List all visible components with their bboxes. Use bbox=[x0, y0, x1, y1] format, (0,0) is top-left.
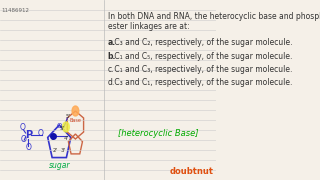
Text: 3': 3' bbox=[61, 147, 66, 152]
Text: O: O bbox=[19, 123, 25, 132]
Text: 5': 5' bbox=[60, 127, 64, 132]
Text: O: O bbox=[20, 136, 27, 145]
Text: sugar: sugar bbox=[49, 161, 70, 170]
Text: O: O bbox=[57, 123, 62, 129]
Circle shape bbox=[63, 122, 69, 132]
Text: C₁ and C₅, respectively, of the sugar molecule.: C₁ and C₅, respectively, of the sugar mo… bbox=[112, 52, 292, 61]
Text: 1': 1' bbox=[50, 136, 55, 141]
Text: d.: d. bbox=[108, 78, 115, 87]
Text: In both DNA and RNA, the heterocyclic base and phosphate: In both DNA and RNA, the heterocyclic ba… bbox=[108, 12, 320, 21]
Text: c.: c. bbox=[108, 65, 114, 74]
Text: b.: b. bbox=[108, 52, 116, 61]
Text: P: P bbox=[25, 130, 32, 140]
Text: [heterocyclic Base]: [heterocyclic Base] bbox=[118, 129, 198, 138]
Circle shape bbox=[72, 106, 79, 116]
Text: Base: Base bbox=[69, 118, 81, 123]
Text: ester linkages are at:: ester linkages are at: bbox=[108, 22, 189, 31]
Text: a.: a. bbox=[108, 38, 116, 47]
Text: C₃ and C₂, respectively, of the sugar molecule.: C₃ and C₂, respectively, of the sugar mo… bbox=[112, 38, 292, 47]
Text: 4': 4' bbox=[64, 136, 69, 141]
Text: O: O bbox=[37, 129, 43, 138]
Text: C₁ and C₃, respectively, of the sugar molecule.: C₁ and C₃, respectively, of the sugar mo… bbox=[112, 65, 292, 74]
Text: doubtnut: doubtnut bbox=[170, 168, 214, 177]
Text: 5': 5' bbox=[66, 114, 70, 118]
Text: 11486912: 11486912 bbox=[1, 8, 29, 13]
Text: 2': 2' bbox=[53, 147, 58, 152]
Text: O: O bbox=[25, 143, 31, 152]
Text: C₃ and C₁, respectively, of the sugar molecule.: C₃ and C₁, respectively, of the sugar mo… bbox=[112, 78, 292, 87]
